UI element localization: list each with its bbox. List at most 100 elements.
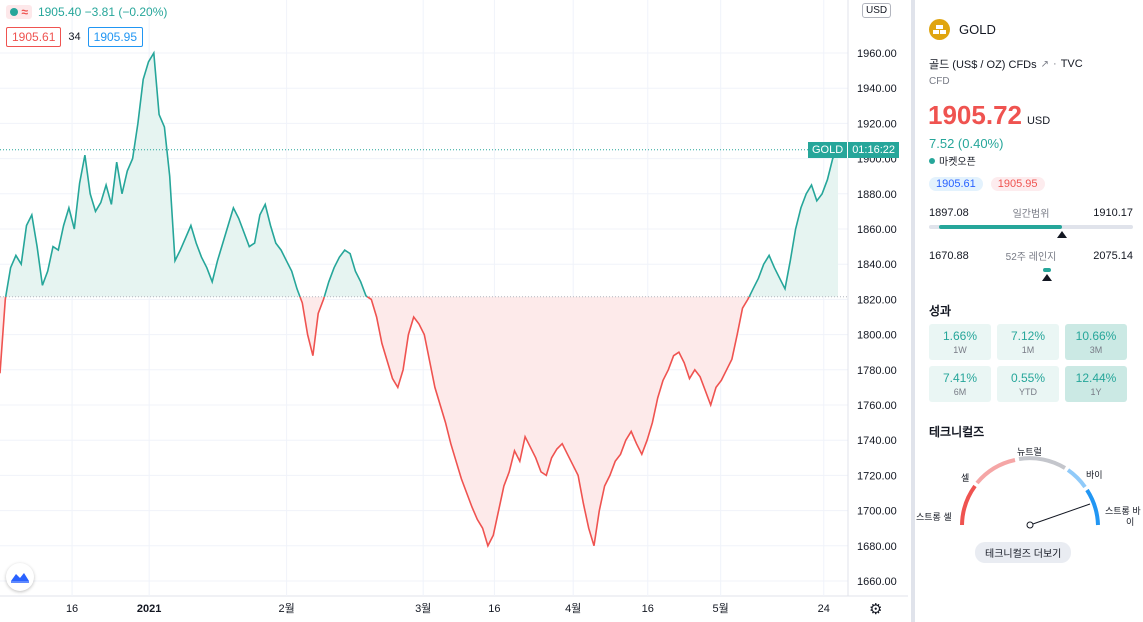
series-line-down bbox=[299, 296, 326, 356]
price-tick-label: 1880.00 bbox=[857, 189, 897, 201]
gear-icon[interactable]: ⚙ bbox=[869, 601, 883, 618]
series-line-up bbox=[748, 149, 839, 298]
gauge-label-buy: 바이 bbox=[1086, 470, 1103, 480]
area-fill-up bbox=[749, 149, 838, 297]
performance-grid: 1.66% 1W 7.12% 1M 10.66% 3M 7.41% 6M 0.55% YTD 12.… bbox=[929, 324, 1127, 402]
chart-area-fill bbox=[0, 53, 838, 546]
performance-cell: 1.66% 1W bbox=[929, 324, 991, 360]
source-name: TVC bbox=[1060, 58, 1083, 70]
legend-status-chip[interactable]: ≈ bbox=[6, 5, 32, 19]
price-tick-label: 1800.00 bbox=[857, 330, 897, 342]
performance-value: 7.41% bbox=[942, 371, 978, 385]
series-line-up bbox=[4, 50, 301, 298]
performance-value: 7.12% bbox=[1010, 329, 1046, 343]
performance-period: 3M bbox=[1089, 345, 1103, 355]
price-axis[interactable]: 1960.001940.001920.001900.001880.001860.… bbox=[857, 48, 897, 588]
series-legend[interactable]: ≈ 1905.40 −3.81 (−0.20%) bbox=[6, 5, 167, 19]
time-tick-label: 4월 bbox=[565, 602, 581, 615]
price-tick-label: 1740.00 bbox=[857, 435, 897, 447]
technicals-title[interactable]: 테크니컬즈 bbox=[929, 425, 985, 439]
price-change: 7.52 (0.40%) bbox=[929, 136, 1004, 151]
series-line-up bbox=[323, 249, 368, 298]
price-tick-label: 1820.00 bbox=[857, 294, 897, 306]
symbol-header[interactable]: GOLD bbox=[929, 19, 996, 40]
symbol-description[interactable]: 골드 (US$ / OZ) CFDs ↗ · TVC bbox=[929, 56, 1083, 72]
time-tick-label: 16 bbox=[488, 603, 500, 615]
time-axis[interactable]: 16 2021 2월 3월 16 4월 16 5월 24 bbox=[66, 602, 830, 615]
day-range-bar bbox=[929, 225, 1133, 238]
gauge-label-strong-buy: 스트롱 바 bbox=[1105, 506, 1141, 516]
gauge-label-sell: 셀 bbox=[961, 473, 969, 483]
performance-period: 6M bbox=[953, 387, 967, 397]
performance-cell: 7.41% 6M bbox=[929, 366, 991, 402]
performance-cell: 10.66% 3M bbox=[1065, 324, 1127, 360]
chart-series bbox=[0, 50, 839, 548]
market-open-dot-icon bbox=[929, 157, 935, 164]
price-tick-label: 1720.00 bbox=[857, 470, 897, 482]
price-tick-label: 1940.00 bbox=[857, 83, 897, 95]
panel-bid-pill[interactable]: 1905.61 bbox=[929, 177, 983, 191]
performance-cell: 7.12% 1M bbox=[997, 324, 1059, 360]
area-fill-up bbox=[5, 53, 300, 297]
area-fill-up bbox=[324, 250, 368, 297]
currency-unit-button[interactable]: USD bbox=[862, 3, 892, 18]
price-tick-label: 1660.00 bbox=[857, 576, 897, 588]
legend-dot-icon bbox=[10, 8, 18, 16]
performance-title: 성과 bbox=[929, 304, 952, 318]
gold-bars-icon bbox=[929, 19, 950, 40]
price-tick-label: 1780.00 bbox=[857, 365, 897, 377]
gauge-needle bbox=[1029, 503, 1091, 526]
week52-range-fill bbox=[1043, 268, 1052, 272]
gauge-label-strong-sell: 스트롱 셀 bbox=[916, 512, 952, 522]
time-tick-label: 16 bbox=[642, 603, 654, 615]
performance-value: 12.44% bbox=[1075, 371, 1117, 385]
price-tick-label: 1920.00 bbox=[857, 118, 897, 130]
market-status: 마켓오픈 bbox=[929, 153, 976, 168]
day-range-title: 일간범위 bbox=[1012, 209, 1050, 220]
price-tick-label: 1960.00 bbox=[857, 48, 897, 60]
price-chart[interactable]: 1960.001940.001920.001900.001880.001860.… bbox=[0, 0, 908, 622]
technicals-gauge: 스트롱 셀 셀 뉴트럴 바이 스트롱 바 이 bbox=[916, 447, 1141, 529]
legend-price-text: 1905.40 −3.81 (−0.20%) bbox=[37, 5, 168, 19]
day-range-high: 1910.17 bbox=[1093, 206, 1133, 219]
market-status-text: 마켓오픈 bbox=[939, 157, 976, 168]
series-line-down bbox=[0, 296, 7, 374]
week52-range-high: 2075.14 bbox=[1093, 249, 1133, 262]
technicals-more-button[interactable]: 테크니컬즈 더보기 bbox=[975, 542, 1072, 563]
performance-period: 1M bbox=[1021, 345, 1035, 355]
time-tick-label: 16 bbox=[66, 603, 78, 615]
chart-pane[interactable]: 1960.00 1940.00 1920.00 1900.00 1880.00 1860.… bbox=[0, 0, 908, 622]
current-label-separator bbox=[847, 142, 849, 158]
performance-value: 0.55% bbox=[1010, 371, 1046, 385]
time-tick-label: 2021 bbox=[137, 603, 161, 615]
day-range-fill bbox=[939, 225, 1062, 229]
current-label-countdown: 01:16:22 bbox=[848, 142, 900, 158]
tradingview-logo-icon[interactable] bbox=[6, 563, 34, 591]
performance-period: 1W bbox=[953, 345, 967, 355]
day-range-low: 1897.08 bbox=[929, 206, 969, 219]
bid-ask-legend: 1905.61 34 1905.95 bbox=[6, 27, 144, 47]
external-link-icon[interactable]: ↗ bbox=[1040, 58, 1050, 70]
last-price-value: 1905.72 bbox=[928, 100, 1022, 130]
bid-price-box[interactable]: 1905.61 bbox=[6, 27, 62, 47]
ask-price-box[interactable]: 1905.95 bbox=[87, 27, 144, 47]
series-line-down bbox=[366, 296, 750, 548]
logo-mountain-icon bbox=[11, 573, 29, 583]
current-label-symbol: GOLD bbox=[808, 142, 848, 158]
last-price-currency: USD bbox=[1026, 115, 1051, 127]
day-range-marker-icon bbox=[1056, 231, 1067, 238]
price-tick-label: 1860.00 bbox=[857, 224, 897, 236]
gauge-label-strong-buy-line2: 이 bbox=[1126, 517, 1134, 527]
time-tick-label: 3월 bbox=[415, 602, 431, 615]
area-fill-down bbox=[0, 296, 6, 374]
time-tick-label: 24 bbox=[818, 603, 830, 615]
panel-ask-pill[interactable]: 1905.95 bbox=[990, 177, 1045, 191]
price-tick-label: 1840.00 bbox=[857, 259, 897, 271]
gauge-needle-pivot bbox=[1026, 521, 1034, 529]
day-range-labels: 1897.08 일간범위 1910.17 bbox=[929, 205, 1133, 221]
week52-range-bar bbox=[929, 268, 1133, 281]
performance-cell: 12.44% 1Y bbox=[1065, 366, 1127, 402]
symbol-name: GOLD bbox=[959, 22, 996, 37]
current-price-label: GOLD 01:16:22 bbox=[808, 142, 900, 158]
